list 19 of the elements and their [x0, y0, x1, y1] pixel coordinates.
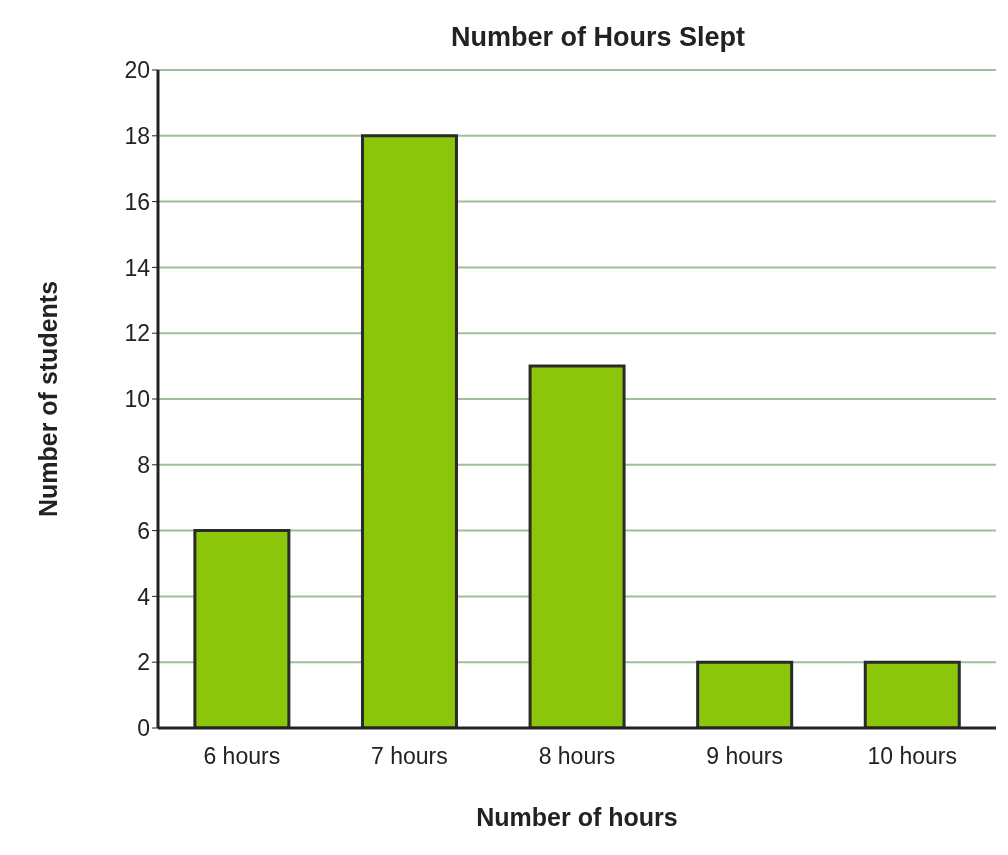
y-tick-label: 0	[137, 715, 150, 742]
y-tick-label: 2	[137, 649, 150, 676]
x-tick-label: 8 hours	[538, 743, 616, 770]
x-tick-label: 7 hours	[371, 743, 448, 770]
x-axis-title: Number of hours	[476, 803, 678, 831]
y-tick-label: 8	[137, 451, 150, 478]
y-tick-label: 4	[137, 583, 151, 610]
y-tick-label: 18	[124, 122, 150, 149]
y-tick-label: 16	[124, 188, 150, 215]
y-tick-label: 10	[124, 386, 150, 413]
x-tick-label: 10 hours	[867, 743, 957, 770]
y-axis-title: Number of students	[33, 280, 62, 518]
x-tick-label: 9 hours	[706, 743, 783, 770]
y-tick-label: 20	[124, 57, 150, 84]
chart-title: Number of Hours Slept	[450, 22, 746, 53]
y-tick-label: 12	[124, 320, 150, 347]
x-tick-label: 6 hours	[203, 743, 281, 770]
y-tick-label: 6	[137, 517, 150, 544]
y-tick-label: 14	[124, 254, 151, 281]
